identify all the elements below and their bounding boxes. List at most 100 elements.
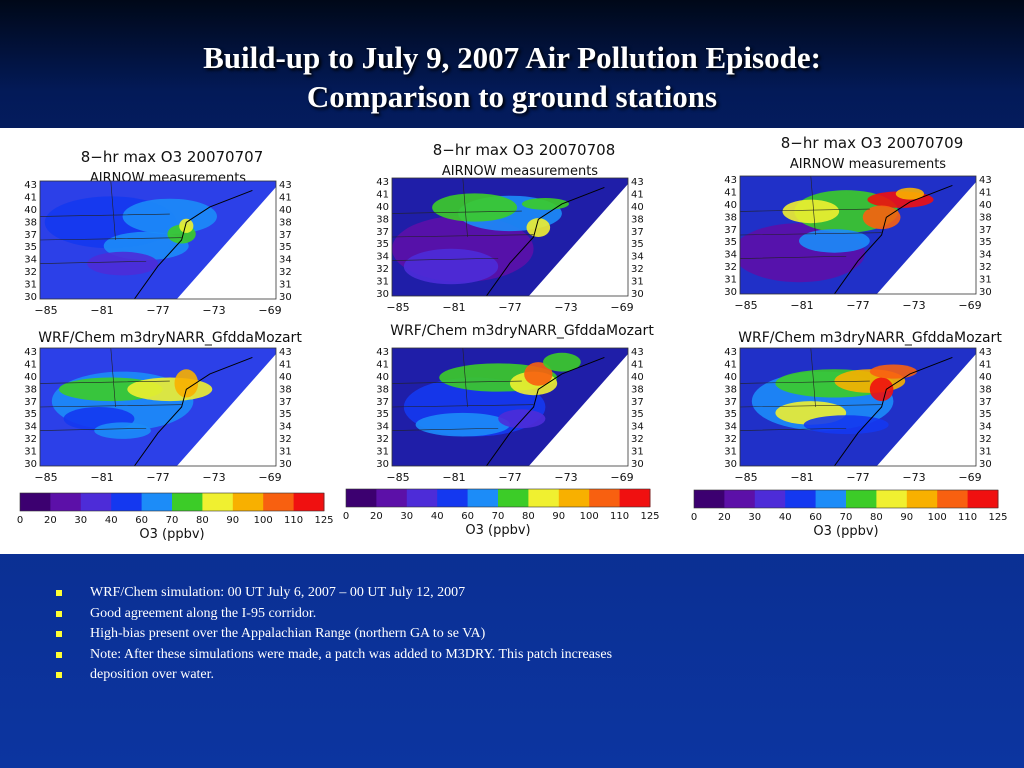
lat-tick-label: 31: [279, 447, 292, 458]
bullet-item: WRF/Chem simulation: 00 UT July 6, 2007 …: [50, 583, 980, 604]
lat-tick-label: 41: [724, 187, 737, 198]
bullet-text: High-bias present over the Appalachian R…: [90, 626, 486, 641]
lat-tick-label: 37: [724, 397, 737, 408]
lat-tick-label: 30: [279, 292, 292, 303]
lat-tick-label: 34: [631, 422, 644, 433]
colorbar-segment: [467, 489, 499, 507]
lat-tick-label: 34: [979, 422, 992, 433]
colorbar-segment: [785, 490, 817, 508]
lat-tick-label: 43: [724, 175, 737, 186]
colorbar-tick-label: 125: [314, 515, 333, 526]
lat-tick-label: 43: [631, 177, 644, 188]
lon-tick-label: −69: [610, 301, 633, 314]
lat-tick-label: 32: [279, 267, 292, 278]
bullet-square-icon: [56, 651, 62, 658]
lat-tick-label: 38: [979, 384, 992, 395]
lat-tick-label: 40: [979, 372, 992, 383]
lat-tick-label: 41: [279, 192, 292, 203]
colorbar-tick-label: 20: [370, 511, 383, 522]
title-line-1: Build-up to July 9, 2007 Air Pollution E…: [203, 40, 821, 75]
lat-tick-label: 32: [979, 262, 992, 273]
lat-tick-label: 43: [979, 175, 992, 186]
colorbar-segment: [967, 490, 999, 508]
lat-tick-label: 34: [979, 250, 992, 261]
colorbar-segment: [80, 493, 112, 511]
lat-tick-label: 35: [979, 409, 992, 420]
lat-tick-label: 35: [724, 409, 737, 420]
colorbar-segment: [202, 493, 234, 511]
bullet-item: Note: After these simulations were made,…: [50, 645, 980, 666]
colorbar-tick-label: 100: [928, 512, 947, 523]
lat-tick-label: 32: [376, 264, 389, 275]
lat-tick-label: 34: [724, 250, 737, 261]
lat-tick-label: 43: [979, 347, 992, 358]
lat-tick-label: 30: [376, 289, 389, 300]
lat-tick-label: 35: [279, 242, 292, 253]
colorbar-tick-label: 70: [166, 515, 179, 526]
colorbar-tick-label: 0: [691, 512, 697, 523]
lon-tick-label: −77: [846, 299, 869, 312]
lat-tick-label: 41: [979, 187, 992, 198]
colorbar-tick-label: 70: [840, 512, 853, 523]
lon-tick-label: −73: [202, 471, 225, 484]
colorbar-tick-label: 80: [870, 512, 883, 523]
lat-tick-label: 31: [631, 277, 644, 288]
bullet-text: WRF/Chem simulation: 00 UT July 6, 2007 …: [90, 585, 466, 600]
slide-title: Build-up to July 9, 2007 Air Pollution E…: [0, 38, 1024, 116]
lat-tick-label: 41: [24, 192, 37, 203]
colorbar-segment: [558, 489, 590, 507]
lat-tick-label: 32: [376, 434, 389, 445]
lat-tick-label: 40: [979, 200, 992, 211]
colorbar-tick-label: 110: [958, 512, 977, 523]
lat-tick-label: 30: [24, 292, 37, 303]
lon-tick-label: −81: [442, 301, 465, 314]
colorbar-segment: [754, 490, 786, 508]
lat-tick-label: 31: [979, 275, 992, 286]
obs-map-title: 8−hr max O3 20070709: [781, 134, 963, 152]
colorbar-segment: [619, 489, 651, 507]
lat-tick-label: 35: [376, 239, 389, 250]
lat-tick-label: 41: [376, 359, 389, 370]
lat-tick-label: 40: [631, 372, 644, 383]
colorbar-tick-label: 20: [44, 515, 57, 526]
colorbar-segment: [498, 489, 529, 507]
ozone-map-figure: 8−hr max O3 20070707 AIRNOW measurements W…: [17, 134, 1008, 542]
colorbar-segment: [232, 493, 264, 511]
lon-tick-label: −85: [734, 471, 757, 484]
colorbar-tick-label: 90: [900, 512, 913, 523]
lat-tick-label: 43: [279, 180, 292, 191]
lat-tick-label: 38: [24, 384, 37, 395]
colorbar-tick-label: 60: [461, 511, 474, 522]
colorbar-segment: [141, 493, 173, 511]
colorbar-tick-label: 40: [431, 511, 444, 522]
lat-tick-label: 34: [279, 255, 292, 266]
title-line-2: Comparison to ground stations: [306, 79, 718, 114]
lat-tick-label: 30: [979, 287, 992, 298]
lat-tick-label: 43: [279, 347, 292, 358]
lat-tick-label: 40: [631, 202, 644, 213]
colorbar-segment: [50, 493, 82, 511]
lat-tick-label: 30: [631, 289, 644, 300]
lon-tick-label: −73: [202, 304, 225, 317]
lat-tick-label: 38: [724, 384, 737, 395]
bullet-square-icon: [56, 672, 62, 678]
lon-tick-label: −69: [958, 471, 981, 484]
lat-tick-label: 31: [724, 275, 737, 286]
colorbar-tick-label: 110: [284, 515, 303, 526]
lon-tick-label: −77: [498, 301, 521, 314]
lat-tick-label: 34: [376, 422, 389, 433]
bullet-square-icon: [56, 590, 62, 596]
lat-tick-label: 32: [979, 434, 992, 445]
lon-tick-label: −85: [34, 304, 57, 317]
lat-tick-label: 37: [279, 397, 292, 408]
lat-tick-label: 41: [724, 359, 737, 370]
colorbar-label: O3 (ppbv): [465, 523, 530, 538]
lat-tick-label: 37: [24, 397, 37, 408]
lat-tick-label: 37: [376, 227, 389, 238]
colorbar-tick-label: 30: [74, 515, 87, 526]
lon-tick-label: −69: [258, 471, 281, 484]
